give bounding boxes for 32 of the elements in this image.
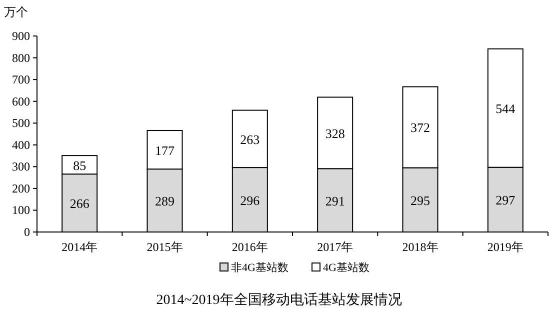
y-tick-label: 100 bbox=[12, 203, 30, 218]
data-label: 266 bbox=[70, 196, 90, 212]
x-tick-label: 2019年 bbox=[487, 240, 524, 254]
y-tick-label: 0 bbox=[24, 225, 30, 239]
x-tick-label: 2015年 bbox=[146, 240, 183, 254]
legend-label: 4G基站数 bbox=[323, 261, 370, 274]
data-label: 289 bbox=[155, 194, 174, 209]
data-label: 263 bbox=[240, 132, 260, 147]
y-tick-label: 800 bbox=[12, 50, 30, 65]
y-tick-label: 400 bbox=[12, 138, 30, 152]
data-label: 296 bbox=[240, 192, 260, 208]
data-label: 291 bbox=[325, 193, 345, 208]
data-label: 177 bbox=[155, 142, 175, 158]
y-tick-label: 200 bbox=[12, 181, 30, 196]
data-label: 328 bbox=[325, 126, 345, 141]
y-tick-label: 600 bbox=[12, 94, 30, 108]
text: 2014~2019年全国移动电话基站发展情况 bbox=[156, 292, 402, 308]
x-tick-label: 2016年 bbox=[232, 240, 268, 254]
y-tick-label: 900 bbox=[12, 29, 30, 43]
x-tick-label: 2018年 bbox=[402, 240, 438, 254]
data-label: 295 bbox=[410, 192, 430, 208]
data-label: 297 bbox=[496, 192, 516, 208]
data-label: 372 bbox=[410, 120, 430, 136]
y-tick-label: 700 bbox=[12, 72, 30, 87]
data-label: 544 bbox=[496, 101, 516, 116]
x-tick-label: 2017年 bbox=[317, 240, 354, 254]
x-tick-label: 2014年 bbox=[62, 240, 98, 254]
y-axis-title: 万个 bbox=[4, 5, 28, 19]
y-tick-label: 500 bbox=[12, 116, 30, 130]
y-tick-label: 300 bbox=[12, 160, 30, 174]
legend-label: 非4G基站数 bbox=[231, 261, 288, 274]
data-label: 85 bbox=[73, 158, 86, 173]
